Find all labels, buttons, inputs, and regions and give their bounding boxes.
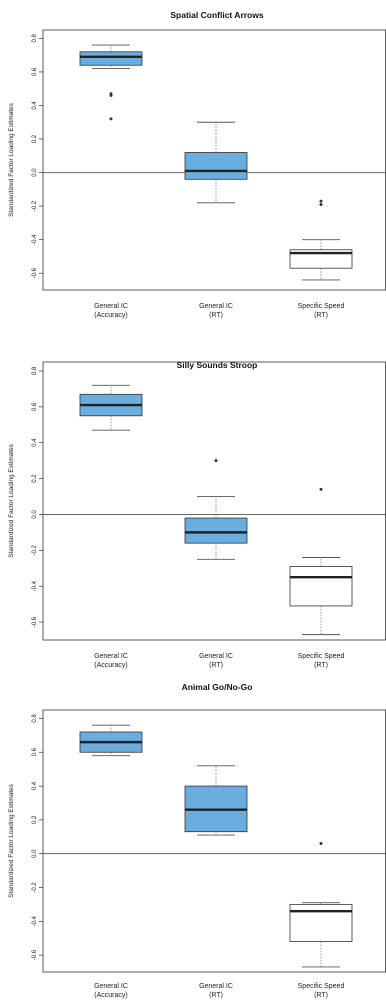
box-1 <box>79 724 143 757</box>
y-tick-label: 0.8 <box>32 714 38 723</box>
category-label: (RT) <box>209 992 223 999</box>
category-label: (RT) <box>314 312 328 319</box>
y-axis-label: Standardized Factor Loading Estimates <box>8 783 15 898</box>
y-tick-label: 0.8 <box>32 366 38 375</box>
outlier-point <box>109 117 113 121</box>
y-tick-label: -0.2 <box>32 544 38 555</box>
y-tick-label: -0.6 <box>32 616 38 627</box>
category-label: Specific Speed <box>298 653 345 660</box>
y-tick-label: -0.6 <box>32 949 38 960</box>
outlier-point <box>319 842 323 846</box>
y-tick-label: 0.0 <box>32 510 38 519</box>
y-tick-label: -0.2 <box>32 882 38 893</box>
box-body <box>289 249 353 269</box>
y-tick-label: 0.0 <box>32 168 38 177</box>
y-tick-label: -0.6 <box>32 267 38 278</box>
y-axis-label: Standardized Factor Loading Estimates <box>8 443 15 558</box>
category-label: (RT) <box>209 312 223 319</box>
box-2 <box>184 121 248 204</box>
category-label: (RT) <box>314 662 328 669</box>
y-tick-label: 0.4 <box>32 438 38 447</box>
box-3 <box>289 487 353 636</box>
category-label: General IC <box>199 983 233 990</box>
chart-panel: Spatial Conflict Arrows Standardized Fact… <box>8 10 386 319</box>
y-tick-label: 0.2 <box>32 815 38 824</box>
box-body <box>289 566 353 607</box>
y-tick-label: 0.0 <box>32 849 38 858</box>
y-tick-label: 0.4 <box>32 101 38 110</box>
y-tick-label: 0.2 <box>32 474 38 483</box>
box-2 <box>184 765 248 836</box>
category-label: General IC <box>199 653 233 660</box>
y-tick-label: 0.4 <box>32 781 38 790</box>
y-axis-label: Standardized Factor Loading Estimates <box>8 102 15 217</box>
y-tick-label: -0.4 <box>32 234 38 245</box>
y-tick-label: 0.2 <box>32 134 38 143</box>
chart-title: Spatial Conflict Arrows <box>170 10 263 20</box>
box-1 <box>79 384 143 431</box>
box-1 <box>79 44 143 121</box>
chart-title: Animal Go/No-Go <box>182 682 253 692</box>
category-label: General IC <box>94 303 128 310</box>
category-label: Specific Speed <box>298 983 345 990</box>
category-label: Specific Speed <box>298 303 345 310</box>
y-tick-label: 0.6 <box>32 402 38 411</box>
outlier-point <box>109 93 113 97</box>
category-label: General IC <box>199 303 233 310</box>
box-3 <box>289 199 353 281</box>
box-2 <box>184 459 248 560</box>
chart-panel: Silly Sounds Stroop Standardized Factor L… <box>8 360 386 669</box>
category-label: General IC <box>94 653 128 660</box>
box-body <box>184 152 248 180</box>
outlier-point <box>319 202 323 206</box>
outlier-point <box>214 459 218 463</box>
category-label: (Accuracy) <box>94 312 127 319</box>
category-label: General IC <box>94 983 128 990</box>
chart-title: Silly Sounds Stroop <box>177 360 258 370</box>
y-tick-label: -0.4 <box>32 915 38 926</box>
category-label: (Accuracy) <box>94 992 127 999</box>
outlier-point <box>319 487 323 491</box>
category-label: (RT) <box>209 662 223 669</box>
box-body <box>79 51 143 66</box>
box-3 <box>289 842 353 968</box>
outlier-point <box>319 199 323 203</box>
y-tick-label: 0.8 <box>32 34 38 43</box>
category-label: (RT) <box>314 992 328 999</box>
y-tick-label: 0.6 <box>32 67 38 76</box>
y-tick-label: 0.6 <box>32 747 38 756</box>
box-body <box>184 517 248 544</box>
category-label: (Accuracy) <box>94 662 127 669</box>
chart-panel: Animal Go/No-Go Standardized Factor Loadi… <box>8 682 386 999</box>
y-tick-label: -0.2 <box>32 200 38 211</box>
y-tick-label: -0.4 <box>32 580 38 591</box>
